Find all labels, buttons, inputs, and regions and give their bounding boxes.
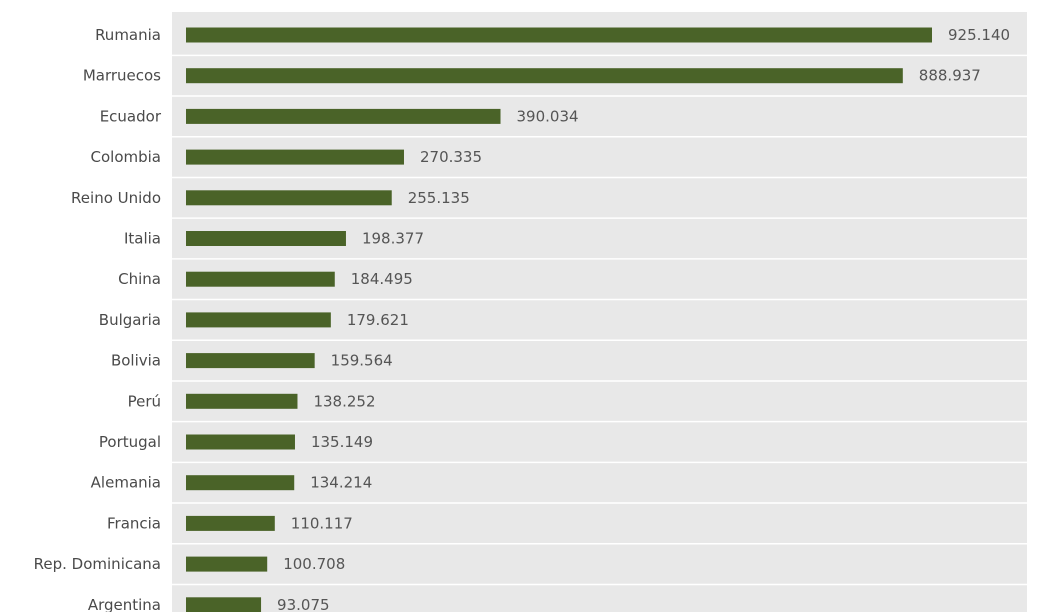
bar — [186, 434, 295, 450]
category-label: Bulgaria — [99, 311, 161, 329]
value-label: 255.135 — [408, 189, 470, 207]
category-label: Bolivia — [111, 352, 161, 370]
bar — [186, 556, 268, 572]
category-label: China — [118, 270, 161, 288]
value-label: 179.621 — [347, 311, 409, 329]
category-label: Ecuador — [100, 107, 162, 125]
category-label: Reino Unido — [71, 189, 161, 207]
value-label: 100.708 — [283, 555, 345, 573]
category-label: Portugal — [99, 433, 161, 451]
bar — [186, 475, 295, 491]
category-label: Italia — [124, 230, 161, 248]
value-label: 390.034 — [517, 107, 579, 125]
bar — [186, 597, 262, 612]
category-label: Rumania — [95, 26, 161, 44]
value-label: 925.140 — [948, 26, 1010, 44]
value-label: 270.335 — [420, 148, 482, 166]
value-label: 184.495 — [351, 270, 413, 288]
bar — [186, 190, 392, 206]
bar — [186, 149, 404, 165]
value-label: 134.214 — [310, 474, 372, 492]
category-label: Rep. Dominicana — [34, 555, 161, 573]
chart-rows: Rumania 925.140 Marruecos 888.937 Ecuador 390… — [34, 26, 1027, 612]
bar — [186, 27, 932, 43]
category-label: Alemania — [91, 474, 161, 492]
bar — [186, 271, 335, 287]
bar — [186, 393, 298, 409]
category-label: Marruecos — [83, 67, 161, 85]
value-label: 198.377 — [362, 230, 424, 248]
category-label: Argentina — [88, 596, 161, 612]
category-label: Francia — [107, 514, 161, 532]
value-label: 135.149 — [311, 433, 373, 451]
value-label: 110.117 — [291, 514, 353, 532]
category-label: Perú — [128, 392, 161, 410]
category-label: Colombia — [91, 148, 162, 166]
value-label: 888.937 — [919, 67, 981, 85]
value-label: 138.252 — [313, 392, 375, 410]
bar — [186, 353, 315, 369]
bar — [186, 68, 903, 84]
value-label: 159.564 — [331, 352, 393, 370]
bar — [186, 515, 275, 531]
bar — [186, 312, 331, 328]
bar — [186, 108, 501, 124]
value-label: 93.075 — [277, 596, 330, 612]
bar — [186, 231, 346, 246]
